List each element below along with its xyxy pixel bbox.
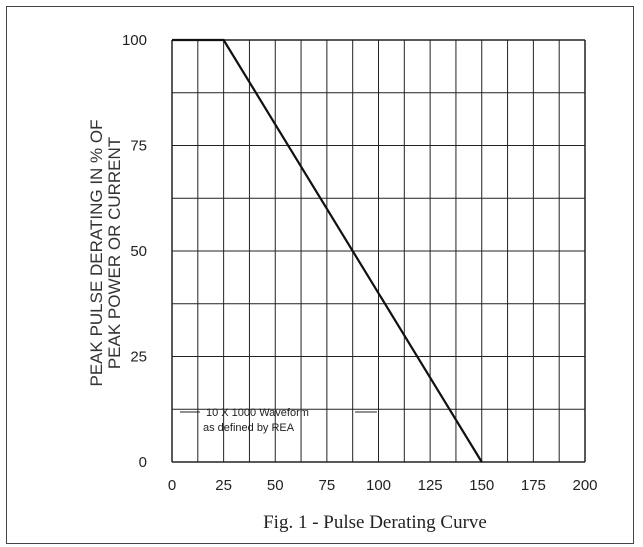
x-tick-label: 150 [469,477,494,494]
x-tick-label: 200 [572,477,597,494]
y-tick-labels: 0 25 50 75 100 [122,32,147,471]
x-tick-label: 50 [267,477,284,494]
y-tick-label: 100 [122,32,147,49]
annotation-line-1: 10 X 1000 Waveform [206,407,309,419]
x-tick-labels: 0 25 50 75 100 125 150 175 200 [168,477,598,494]
series [172,38,483,463]
x-tick-label: 25 [215,477,232,494]
y-tick-label: 50 [130,243,147,260]
annotation-line-2: as defined by REA [203,422,295,434]
x-tick-label: 100 [366,477,391,494]
y-axis-label-line-2: PEAK POWER OR CURRENT [105,137,124,369]
x-tick-label: 125 [418,477,443,494]
grid [171,39,586,463]
y-tick-label: 25 [130,349,147,366]
figure-caption: Fig. 1 - Pulse Derating Curve [263,512,487,533]
x-tick-label: 75 [319,477,336,494]
x-tick-label: 0 [168,477,176,494]
y-tick-label: 75 [130,138,147,155]
waveform-annotation: 10 X 1000 Waveform as defined by REA [180,407,377,434]
x-tick-label: 175 [521,477,546,494]
figure-frame [6,6,634,544]
y-axis-label-line-1: PEAK PULSE DERATING IN % OF [87,119,106,386]
derating-curve-line [172,38,483,463]
y-tick-label: 0 [139,454,147,471]
